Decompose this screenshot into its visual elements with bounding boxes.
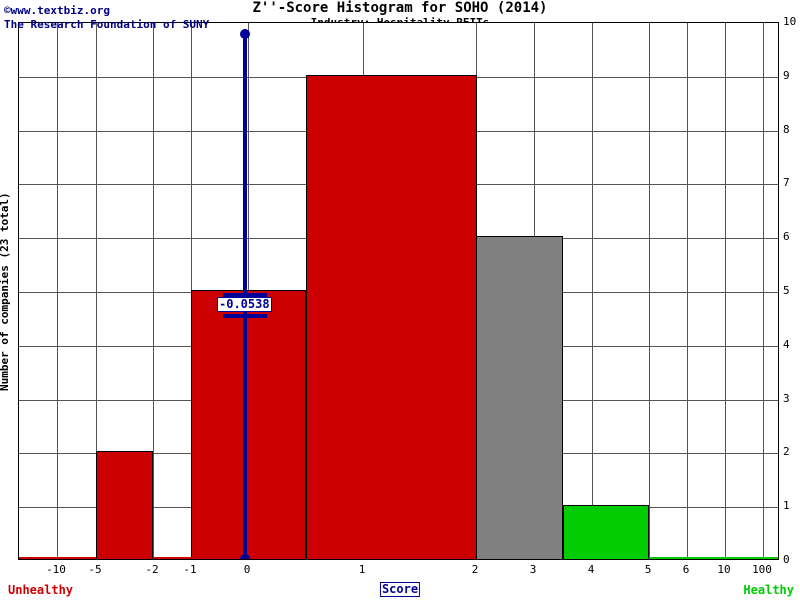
gridline-vertical [57, 23, 58, 559]
chart-title: Z''-Score Histogram for SOHO (2014) [252, 0, 548, 16]
watermark-line-1: ©www.textbiz.org [4, 4, 110, 17]
x-tick-label: 10 [717, 563, 731, 576]
y-tick-label: 6 [783, 230, 790, 244]
histogram-bar [96, 451, 153, 559]
y-tick-label: 8 [783, 122, 790, 136]
y-tick-label: 7 [783, 176, 790, 190]
y-tick-label: 3 [783, 391, 790, 405]
x-tick-label: -5 [88, 563, 102, 576]
x-tick-label: 3 [529, 563, 537, 576]
gridline-vertical [592, 23, 593, 559]
score-whisker-lower [223, 314, 267, 318]
score-marker-dot-top [240, 29, 250, 39]
y-tick-label: 4 [783, 337, 790, 351]
x-tick-label: -2 [145, 563, 159, 576]
score-axis-label: Score [379, 582, 421, 597]
gridline-vertical [763, 23, 764, 559]
healthy-label: Healthy [743, 583, 794, 597]
histogram-bar [476, 236, 563, 559]
x-tick-label: 100 [752, 563, 772, 576]
histogram-bar [306, 75, 477, 559]
x-tick-label: 4 [587, 563, 595, 576]
score-whisker-upper [223, 293, 267, 297]
gridline-vertical [96, 23, 97, 559]
histogram-bar [563, 505, 649, 559]
y-tick-label: 10 [783, 15, 797, 28]
plot-area: -0.0538 [18, 22, 779, 560]
y-tick-label: 1 [783, 499, 790, 513]
x-tick-label: -1 [183, 563, 197, 576]
x-tick-label: 5 [644, 563, 652, 576]
score-value-label: -0.0538 [217, 297, 272, 312]
y-axis-label: Number of companies (23 total) [0, 191, 11, 391]
gridline-vertical [687, 23, 688, 559]
gridline-vertical [649, 23, 650, 559]
histogram-bar [191, 290, 306, 559]
y-tick-label: 0 [783, 553, 790, 566]
y-tick-label: 5 [783, 284, 790, 297]
x-tick-label: 0 [243, 563, 251, 576]
gridline-vertical [725, 23, 726, 559]
watermark: ©www.textbiz.org The Research Foundation… [4, 4, 209, 32]
score-marker-dot-bottom [240, 554, 250, 559]
x-tick-label: 2 [471, 563, 479, 576]
watermark-line-2: The Research Foundation of SUNY [4, 18, 210, 31]
unhealthy-label: Unhealthy [8, 583, 74, 597]
y-tick-label: 9 [783, 68, 790, 82]
x-tick-label: 1 [358, 563, 366, 576]
x-tick-label: -10 [46, 563, 66, 576]
y-tick-label: 2 [783, 445, 790, 459]
x-tick-label: 6 [682, 563, 690, 576]
gridline-vertical [153, 23, 154, 559]
